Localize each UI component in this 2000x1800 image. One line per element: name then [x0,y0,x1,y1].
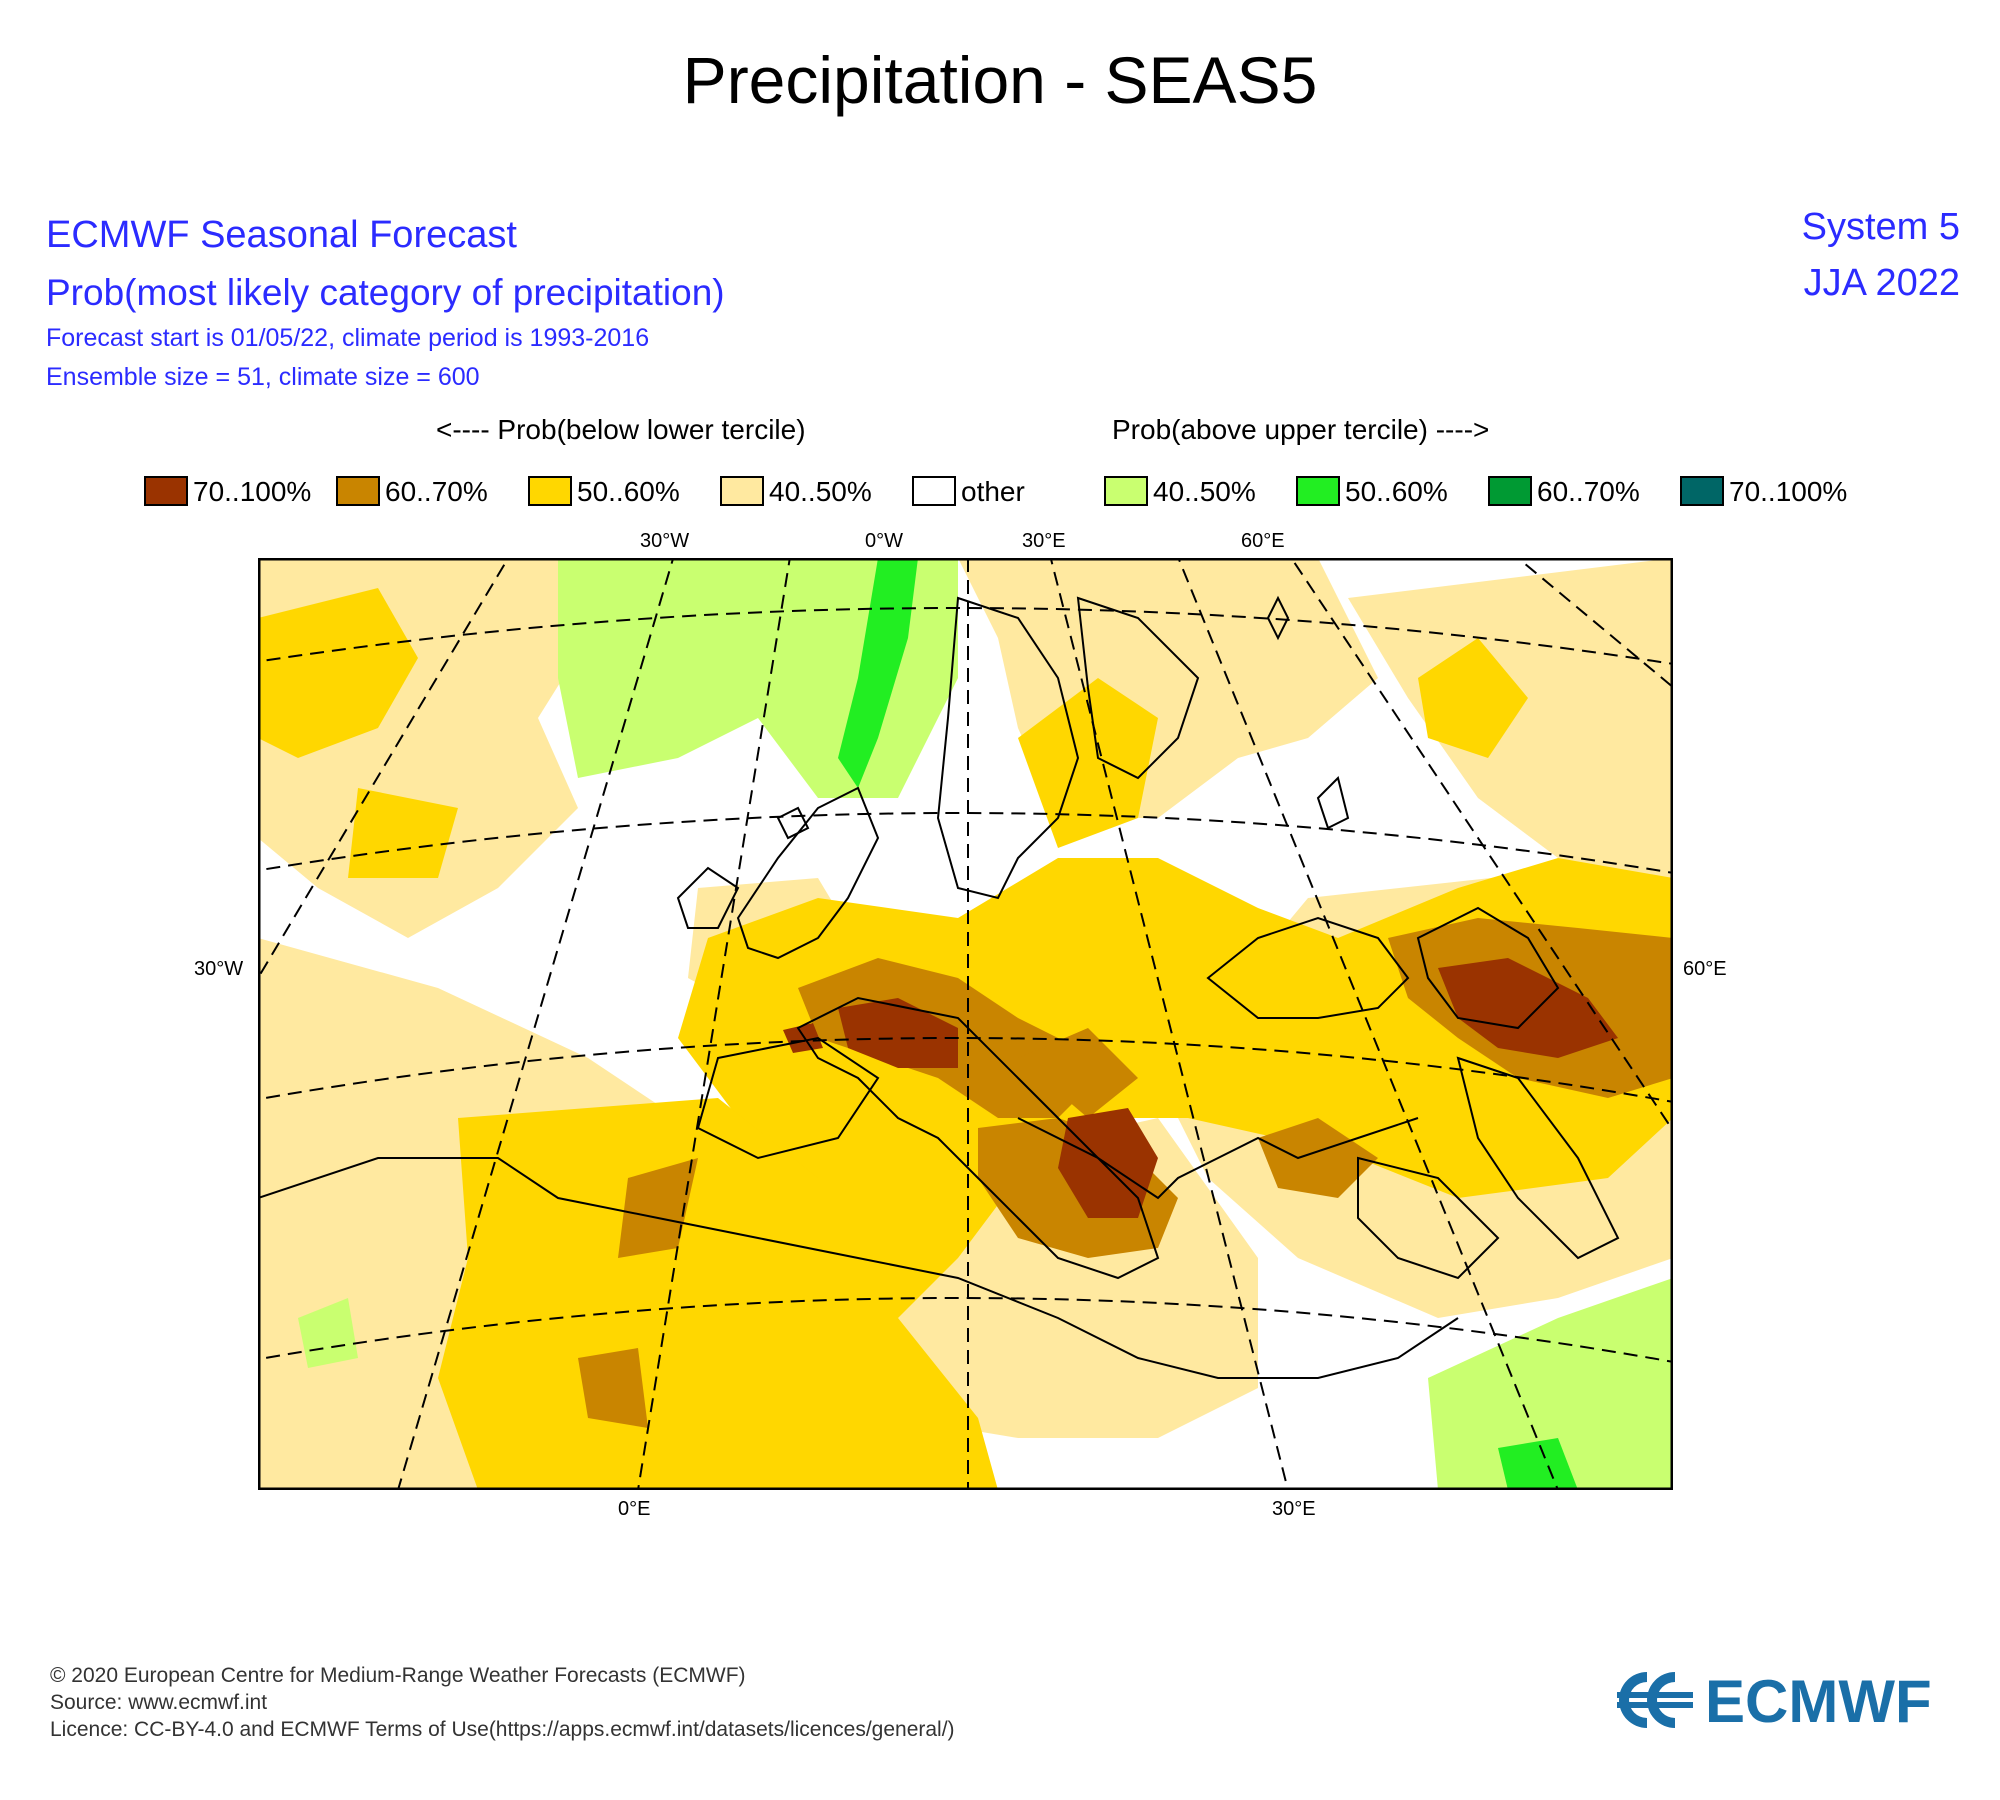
legend-swatch [1488,476,1532,506]
forecast-map [257,557,1674,1491]
legend-swatch [528,476,572,506]
top-lon-label: 30°W [640,530,690,552]
graticule [258,558,1673,1490]
legend-swatch [1680,476,1724,506]
top-lon-label: 0°W [865,530,903,552]
legend-below-heading: <---- Prob(below lower tercile) [436,414,806,445]
prob-above-50-60-areas [838,558,1578,1490]
legend-label: 50..60% [577,476,680,507]
legend: 70..100% 60..70% 50..60% 40..50% other 4… [0,476,2000,510]
top-lon-label: 60°E [1241,530,1285,552]
bottom-lon-label: 30°E [1272,1498,1316,1520]
legend-above-heading: Prob(above upper tercile) ----> [1112,414,1490,445]
map-canvas [257,557,1674,1491]
legend-label: other [961,476,1025,507]
ensemble-info: Ensemble size = 51, climate size = 600 [46,363,480,391]
map-frame [257,557,1674,1491]
product-title: ECMWF Seasonal Forecast [46,214,517,256]
right-lon-label: 60°E [1683,958,1727,980]
legend-swatch [720,476,764,506]
legend-swatch [144,476,188,506]
legend-swatch [1296,476,1340,506]
season-label: JJA 2022 [1803,262,1960,304]
legend-label: 40..50% [769,476,872,507]
page-title: Precipitation - SEAS5 [682,43,1318,117]
system-label: System 5 [1801,206,1960,248]
forecast-start-info: Forecast start is 01/05/22, climate peri… [46,324,650,352]
legend-swatch [912,476,956,506]
top-lon-label: 30°E [1022,530,1066,552]
product-subtitle: Prob(most likely category of precipitati… [46,272,725,313]
legend-swatch [336,476,380,506]
legend-label: 60..70% [1537,476,1640,507]
ecmwf-logo-icon: ECMWF [1617,1668,1932,1735]
prob-below-70-100-areas [783,958,1618,1218]
source-text: Source: www.ecmwf.int [50,1691,268,1714]
ecmwf-logo: ECMWF [1615,1668,1960,1737]
legend-label: 70..100% [1729,476,1848,507]
legend-label: 50..60% [1345,476,1448,507]
legend-swatch [1104,476,1148,506]
bottom-lon-label: 0°E [618,1498,651,1520]
logo-text: ECMWF [1705,1668,1932,1732]
coastlines [258,595,1620,1379]
legend-label: 40..50% [1153,476,1256,507]
licence-text: Licence: CC-BY-4.0 and ECMWF Terms of Us… [50,1718,955,1741]
legend-label: 60..70% [385,476,488,507]
copyright-text: © 2020 European Centre for Medium-Range … [50,1664,746,1687]
left-lon-label: 30°W [194,958,244,980]
legend-label: 70..100% [193,476,312,507]
